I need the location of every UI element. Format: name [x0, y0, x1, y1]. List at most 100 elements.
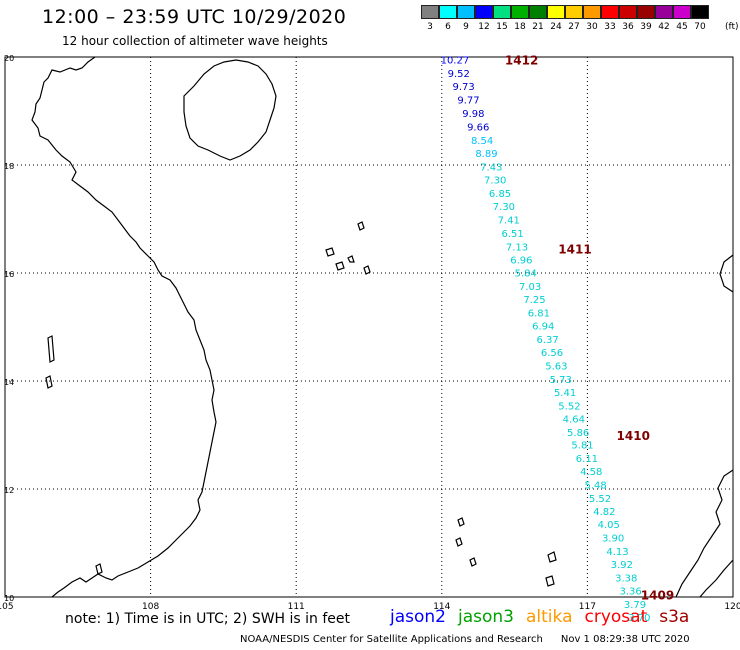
credit-text: NOAA/NESDIS Center for Satellite Applica…	[240, 634, 543, 645]
legend-swatch	[457, 5, 475, 19]
pass-labels: 1412 1411 1410 1409	[505, 54, 674, 603]
satellite-name: s3a	[659, 607, 690, 627]
legend-item: 24	[547, 5, 565, 32]
page-subtitle: 12 hour collection of altimeter wave hei…	[62, 34, 328, 48]
islands-spratly	[455, 517, 557, 587]
legend-label: 12	[478, 22, 490, 32]
legend-swatch	[637, 5, 655, 19]
legend-swatch	[547, 5, 565, 19]
wave-height-value: 5.48	[585, 481, 607, 492]
satellite-key: jason2 jason3 altika cryosat s3a	[390, 607, 701, 627]
coastline-hainan	[183, 59, 277, 161]
wave-height-value: 6.51	[502, 229, 524, 240]
wave-height-value: 5.63	[545, 361, 567, 372]
wave-height-value: 7.25	[523, 295, 545, 306]
wave-height-value: 5.84	[515, 268, 537, 279]
legend-unit: (ft)	[725, 22, 739, 32]
legend-swatch	[493, 5, 511, 19]
legend-label: 21	[532, 22, 544, 32]
wave-height-value: 6.85	[489, 189, 511, 200]
legend-item: 9	[457, 5, 475, 32]
coastline-philippines	[675, 254, 734, 598]
pass-number-label: 1409	[641, 588, 674, 602]
lon-tick-label: 108	[142, 602, 159, 612]
satellite-name: altika	[526, 607, 573, 627]
legend-label: 39	[640, 22, 652, 32]
wave-height-value: 7.43	[480, 163, 502, 174]
wave-height-value: 3.90	[602, 534, 624, 545]
wave-height-value: 9.77	[457, 96, 479, 107]
wave-height-value: 9.66	[467, 123, 489, 134]
lat-tick-label: 12	[4, 486, 14, 495]
wave-height-value: 6.94	[532, 321, 554, 332]
wave-height-value: 8.89	[475, 149, 497, 160]
credit-line: NOAA/NESDIS Center for Satellite Applica…	[240, 634, 690, 645]
satellite-name: jason2	[390, 607, 446, 627]
wave-height-value: 6.37	[536, 335, 558, 346]
wave-height-value: 7.30	[493, 202, 515, 213]
wave-height-value: 4.58	[580, 467, 602, 478]
wave-height-value: 3.70	[628, 613, 650, 624]
legend-label: 33	[604, 22, 616, 32]
wave-height-value: 9.73	[453, 82, 475, 93]
wave-height-value: 3.38	[615, 574, 637, 585]
legend-item: 39	[637, 5, 655, 32]
legend-item: 42	[655, 5, 673, 32]
color-legend: 3 6 9 12 15 18 21 24 27 30 33 36 39 42 45 70 (ft)	[421, 5, 739, 32]
wave-height-value: 4.13	[606, 547, 628, 558]
wave-height-value: 7.41	[498, 216, 520, 227]
legend-label: 3	[427, 22, 433, 32]
legend-label: 9	[463, 22, 469, 32]
lat-tick-label: 14	[4, 378, 14, 387]
pass-number-label: 1411	[558, 243, 591, 257]
legend-item: 18	[511, 5, 529, 32]
legend-label: 70	[694, 22, 706, 32]
legend-item: 12	[475, 5, 493, 32]
legend-item: 6	[439, 5, 457, 32]
wave-height-value: 3.79	[624, 600, 646, 611]
legend-label: 30	[586, 22, 598, 32]
coastlines	[31, 56, 734, 598]
wave-height-value: 6.81	[528, 308, 550, 319]
map-frame	[4, 56, 734, 598]
pass-number-label: 1410	[617, 429, 650, 443]
footnote: note: 1) Time is in UTC; 2) SWH is in fe…	[65, 611, 351, 627]
wave-height-value: 5.52	[589, 494, 611, 505]
lat-tick-label: 18	[4, 162, 14, 171]
wave-height-value: 6.96	[510, 256, 532, 267]
islands-paracel	[325, 221, 371, 275]
satellite-name: cryosat	[584, 607, 648, 627]
wave-height-value: 3.92	[611, 560, 633, 571]
legend-label: 15	[496, 22, 508, 32]
page-title: 12:00 – 23:59 UTC 10/29/2020	[42, 6, 347, 28]
legend-item: 45	[673, 5, 691, 32]
legend-swatch	[439, 5, 457, 19]
legend-item: 30	[583, 5, 601, 32]
legend-swatch	[655, 5, 673, 19]
wave-height-value: 5.81	[571, 441, 593, 452]
legend-item: 15	[493, 5, 511, 32]
legend-label: 24	[550, 22, 562, 32]
wave-height-value: 4.05	[598, 520, 620, 531]
legend-item: 36	[619, 5, 637, 32]
wave-height-value: 3.36	[619, 587, 641, 598]
legend-item: 70	[691, 5, 709, 32]
wave-height-value: 5.41	[554, 388, 576, 399]
wave-height-value: 5.86	[567, 428, 589, 439]
legend-swatch	[421, 5, 439, 19]
legend-item: 3	[421, 5, 439, 32]
legend-item: 27	[565, 5, 583, 32]
legend-swatch	[601, 5, 619, 19]
legend-label: 42	[658, 22, 670, 32]
lat-tick-label: 20	[4, 54, 14, 63]
legend-label: 18	[514, 22, 526, 32]
legend-swatch	[619, 5, 637, 19]
lat-tick-label: 16	[4, 270, 14, 279]
lon-tick-label: 120	[724, 602, 740, 612]
lat-tick-label: 10	[4, 594, 14, 603]
wave-height-value: 4.82	[593, 507, 615, 518]
graticule: 105108111114117120201816141210	[0, 54, 740, 612]
lon-tick-label: 111	[288, 602, 305, 612]
legend-item: 33	[601, 5, 619, 32]
